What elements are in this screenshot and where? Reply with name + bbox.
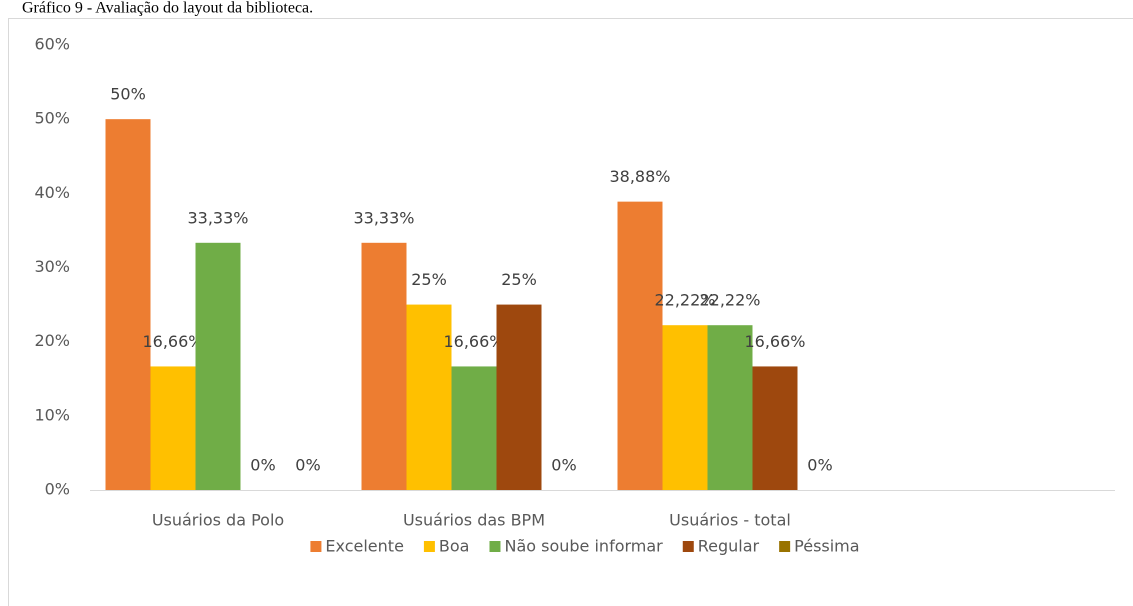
data-label: 0%: [295, 456, 320, 475]
x-tick-label: Usuários - total: [669, 511, 791, 530]
data-label: 0%: [551, 456, 576, 475]
bar: [105, 119, 151, 491]
bar: [150, 366, 196, 490]
legend-label: Excelente: [325, 537, 403, 556]
y-tick-label: 40%: [34, 183, 70, 202]
y-tick-label: 10%: [34, 405, 70, 424]
data-label: 22,22%: [654, 291, 715, 310]
bar: [361, 242, 407, 490]
y-tick-label: 20%: [34, 331, 70, 350]
data-label: 0%: [807, 456, 832, 475]
data-label: 25%: [411, 270, 447, 289]
bar: [406, 304, 452, 490]
legend-swatch: [423, 541, 435, 552]
data-label: 0%: [250, 456, 275, 475]
x-tick-label: Usuários da Polo: [152, 511, 284, 530]
x-tick-label: Usuários das BPM: [403, 511, 545, 530]
y-tick-label: 60%: [34, 35, 70, 54]
legend-swatch: [489, 541, 501, 552]
bar: [752, 366, 798, 490]
bar: [451, 366, 497, 490]
y-tick-label: 0%: [45, 480, 70, 499]
legend-label: Não soube informar: [504, 537, 663, 556]
y-tick-label: 30%: [34, 257, 70, 276]
data-label: 25%: [501, 270, 537, 289]
bar: [195, 242, 241, 490]
chart-title: Gráfico 9 - Avaliação do layout da bibli…: [22, 0, 313, 17]
data-label: 16,66%: [443, 332, 504, 351]
data-label: 16,66%: [142, 332, 203, 351]
legend-swatch: [779, 541, 791, 552]
data-label: 38,88%: [609, 167, 670, 186]
bar: [617, 201, 663, 490]
bar: [496, 304, 542, 490]
legend-label: Regular: [698, 537, 760, 556]
data-label: 50%: [110, 85, 146, 104]
data-label: 33,33%: [187, 208, 248, 227]
y-tick-label: 50%: [34, 109, 70, 128]
data-label: 33,33%: [353, 208, 414, 227]
legend-label: Boa: [439, 537, 470, 556]
bar: [707, 325, 753, 490]
data-label: 16,66%: [744, 332, 805, 351]
bar: [662, 325, 708, 490]
legend-swatch: [310, 541, 322, 552]
legend-swatch: [682, 541, 694, 552]
legend-label: Péssima: [794, 537, 859, 556]
data-label: 22,22%: [699, 291, 760, 310]
